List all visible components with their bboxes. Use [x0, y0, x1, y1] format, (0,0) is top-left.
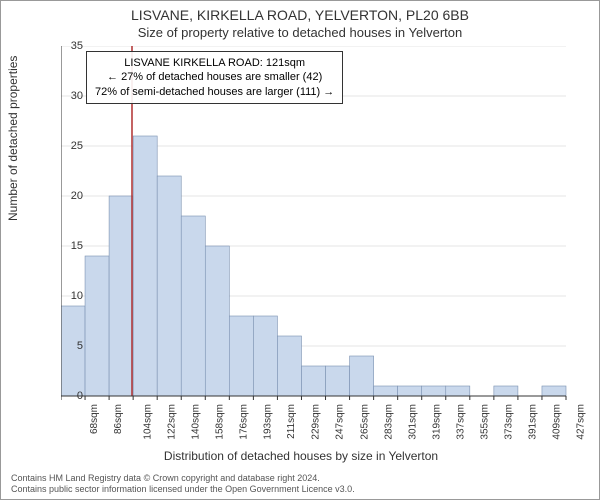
footer: Contains HM Land Registry data © Crown c…: [11, 473, 355, 495]
x-tick-label: 391sqm: [527, 404, 538, 440]
annotation-box: LISVANE KIRKELLA ROAD: 121sqm ← 27% of d…: [86, 51, 343, 104]
annotation-line3: 72% of semi-detached houses are larger (…: [95, 85, 334, 99]
x-tick-label: 355sqm: [479, 404, 490, 440]
y-tick-label: 0: [77, 390, 83, 402]
x-tick-label: 229sqm: [311, 404, 322, 440]
footer-line2: Contains public sector information licen…: [11, 484, 355, 495]
chart-title: LISVANE, KIRKELLA ROAD, YELVERTON, PL20 …: [1, 7, 599, 23]
footer-line1: Contains HM Land Registry data © Crown c…: [11, 473, 355, 484]
x-tick-label: 247sqm: [335, 404, 346, 440]
y-tick-label: 20: [71, 190, 83, 202]
x-tick-label: 409sqm: [551, 404, 562, 440]
y-tick-label: 15: [71, 240, 83, 252]
x-tick-label: 337sqm: [455, 404, 466, 440]
x-tick-label: 283sqm: [383, 404, 394, 440]
x-tick-label: 373sqm: [503, 404, 514, 440]
x-tick-label: 193sqm: [263, 404, 274, 440]
x-tick-label: 211sqm: [286, 404, 297, 439]
x-tick-label: 122sqm: [167, 404, 178, 440]
x-tick-label: 158sqm: [215, 404, 226, 440]
y-axis-label: Number of detached properties: [6, 56, 20, 221]
x-tick-label: 301sqm: [407, 404, 418, 440]
x-axis-label: Distribution of detached houses by size …: [1, 449, 600, 463]
x-tick-label: 427sqm: [576, 404, 587, 440]
x-tick-label: 68sqm: [89, 404, 100, 434]
x-tick-label: 140sqm: [191, 404, 202, 440]
y-tick-label: 30: [71, 90, 83, 102]
y-tick-label: 35: [71, 40, 83, 52]
x-tick-label: 319sqm: [431, 404, 442, 440]
chart-container: LISVANE, KIRKELLA ROAD, YELVERTON, PL20 …: [0, 0, 600, 500]
y-tick-label: 25: [71, 140, 83, 152]
y-tick-label: 10: [71, 290, 83, 302]
annotation-line2: ← 27% of detached houses are smaller (42…: [95, 70, 334, 84]
x-tick-label: 265sqm: [359, 404, 370, 440]
y-tick-label: 5: [77, 340, 83, 352]
chart-subtitle: Size of property relative to detached ho…: [1, 25, 599, 40]
x-tick-label: 104sqm: [143, 404, 154, 440]
x-tick-label: 176sqm: [239, 404, 250, 440]
annotation-line1: LISVANE KIRKELLA ROAD: 121sqm: [95, 56, 334, 70]
x-tick-label: 86sqm: [113, 404, 124, 434]
